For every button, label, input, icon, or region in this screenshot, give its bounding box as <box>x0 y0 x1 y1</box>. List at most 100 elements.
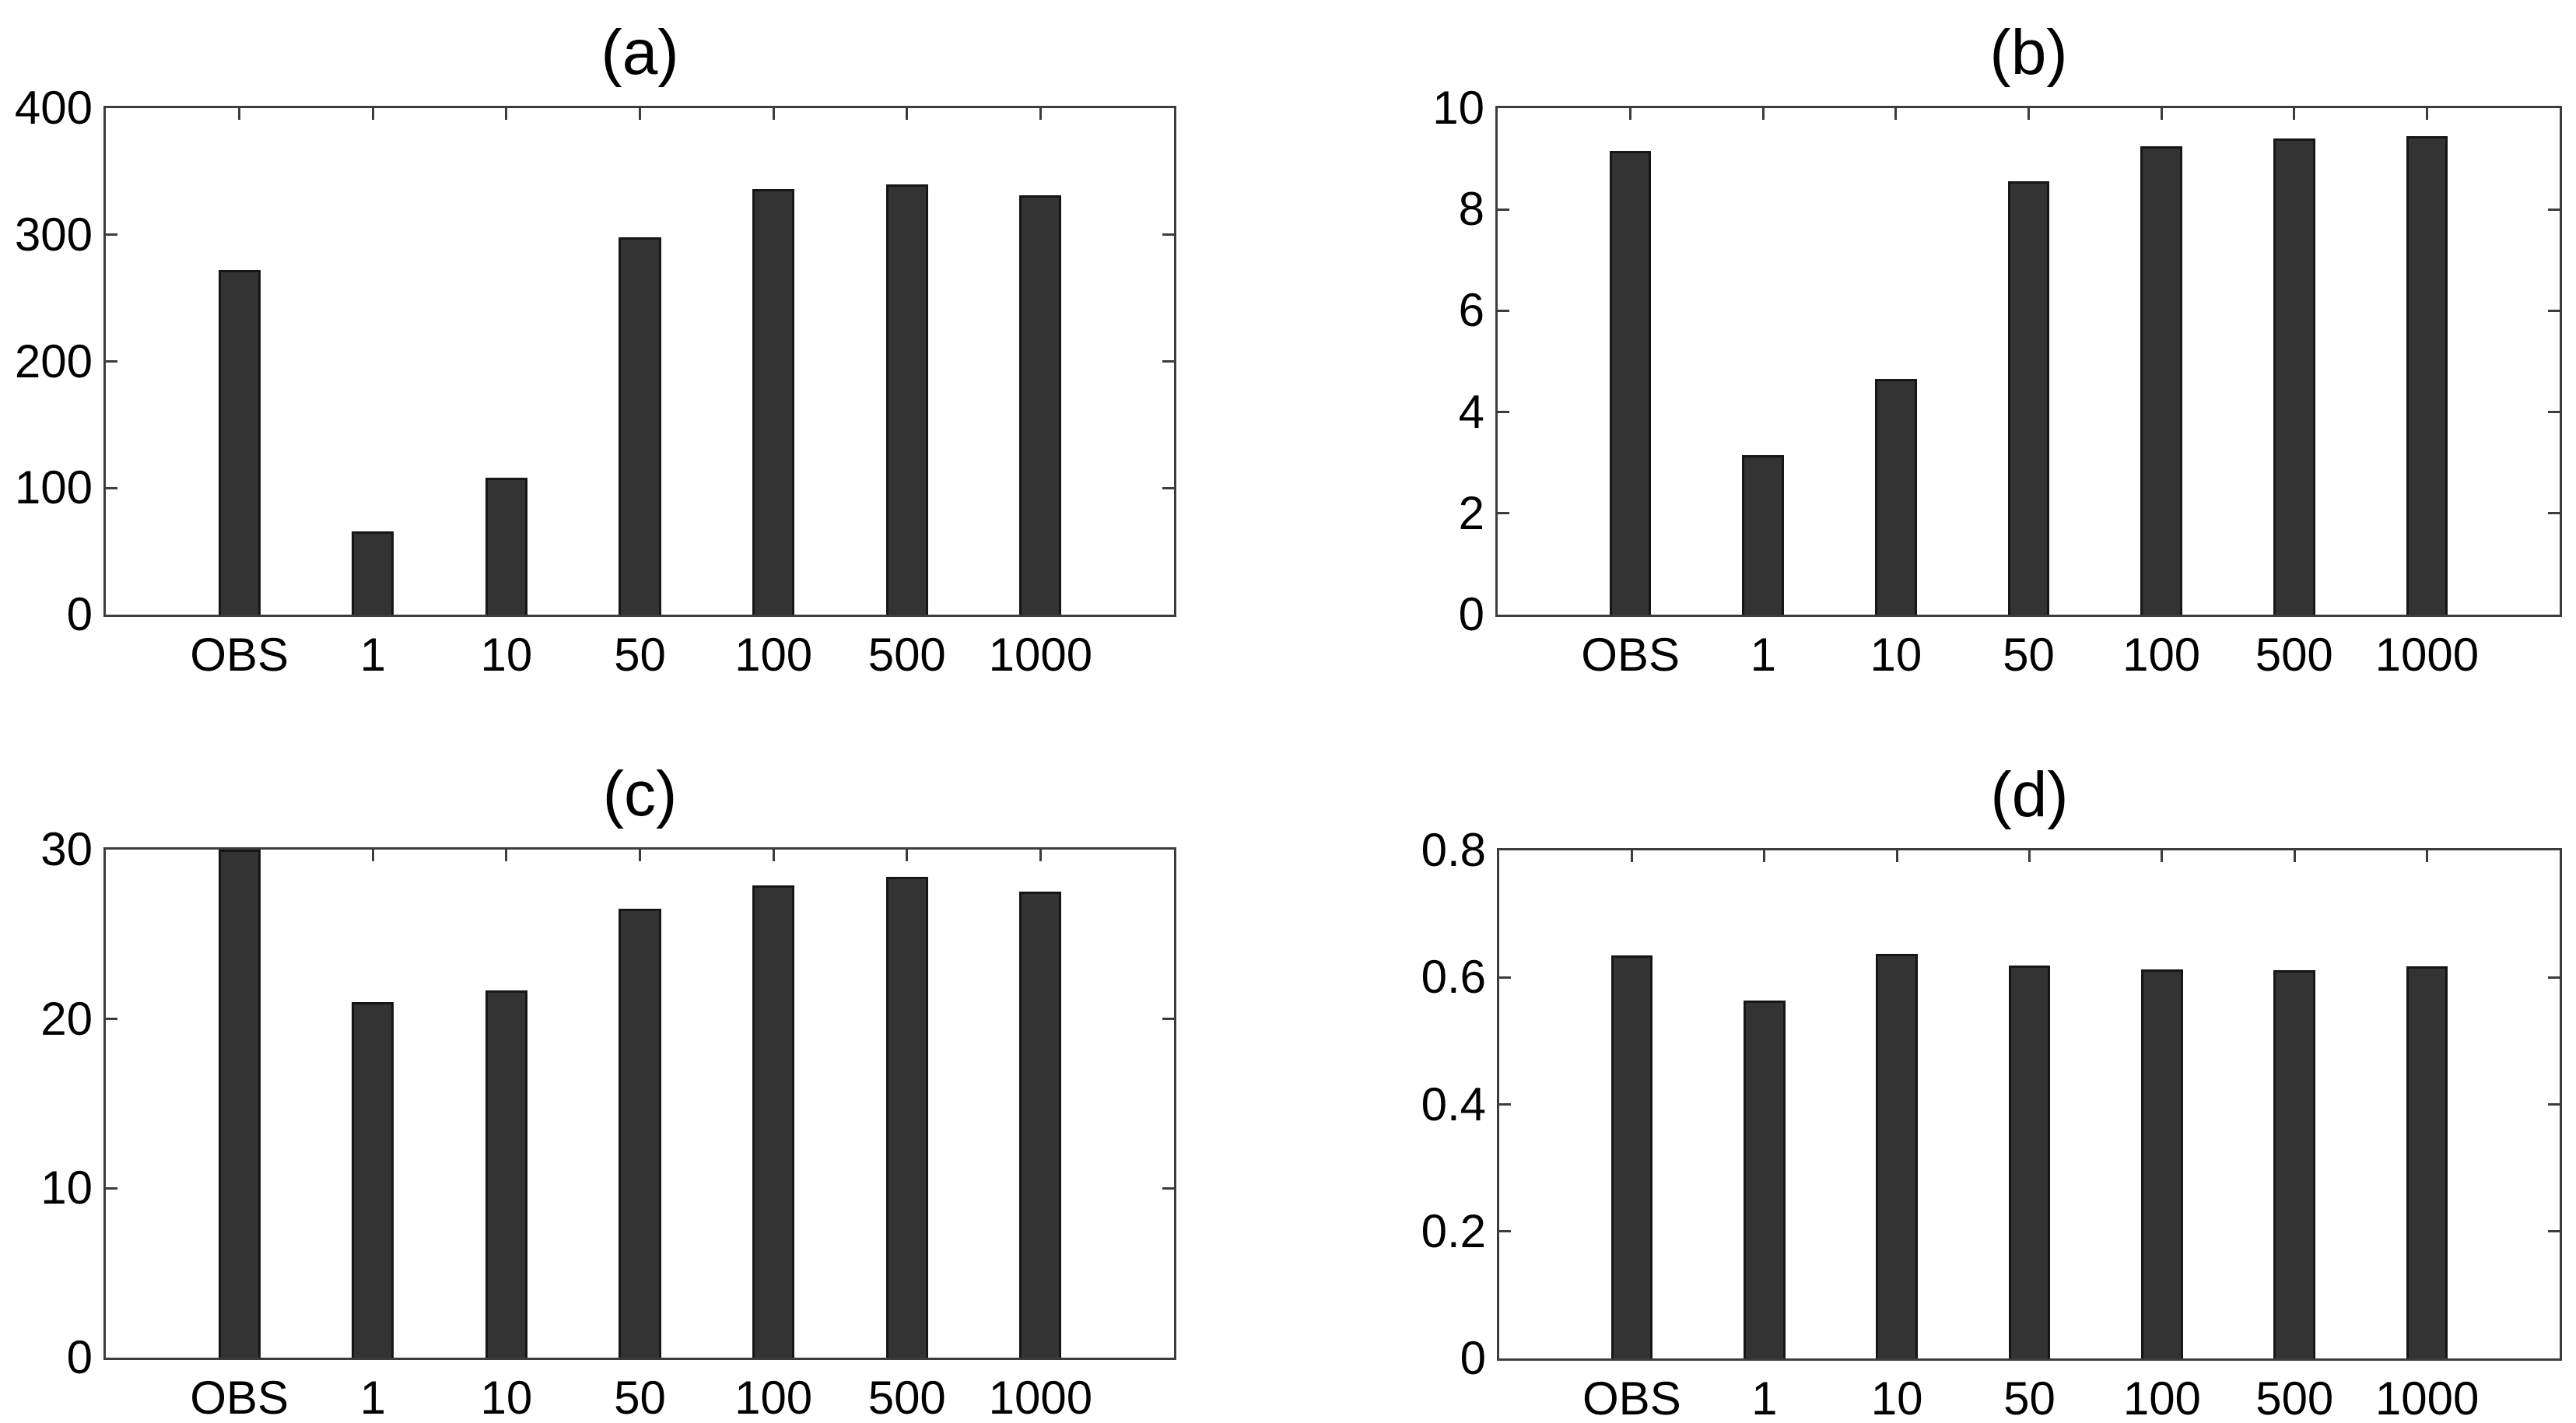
x-tick-label: 100 <box>2122 1372 2201 1423</box>
bar-1000 <box>1019 195 1062 615</box>
x-tick-label: 500 <box>867 1372 946 1423</box>
x-tick-mark <box>1763 850 1766 862</box>
y-tick-mark <box>1499 976 1511 979</box>
bar-100 <box>2140 145 2182 615</box>
x-tick-mark <box>2293 108 2296 120</box>
bar-10 <box>1876 954 1918 1358</box>
y-tick-mark <box>106 233 117 237</box>
bar-500 <box>2273 138 2315 615</box>
x-tick-mark <box>371 850 374 861</box>
bar-OBS <box>218 850 261 1358</box>
x-tick-label: 50 <box>2003 629 2055 681</box>
x-tick-label: 500 <box>867 629 946 681</box>
y-tick-label: 400 <box>14 82 93 134</box>
y-tick-mark <box>1498 309 1509 312</box>
x-tick-mark <box>906 108 909 120</box>
x-tick-mark <box>2161 850 2164 862</box>
x-tick-label: OBS <box>190 629 289 681</box>
y-tick-mark <box>2548 1230 2560 1233</box>
y-tick-mark <box>1498 512 1509 515</box>
x-tick-mark <box>772 850 775 861</box>
x-tick-label: 1 <box>359 1372 386 1423</box>
x-tick-label: 500 <box>2255 1372 2334 1423</box>
y-tick-mark <box>1162 486 1174 489</box>
y-tick-label: 10 <box>1432 82 1484 134</box>
x-tick-mark <box>2293 850 2296 862</box>
x-tick-label: 10 <box>1870 629 1922 681</box>
bar-50 <box>2007 181 2050 615</box>
x-tick-mark <box>2426 850 2429 862</box>
x-tick-mark <box>505 108 508 120</box>
x-tick-label: 10 <box>480 1372 533 1423</box>
y-tick-mark <box>1162 1018 1174 1021</box>
x-tick-label: 1 <box>359 629 386 681</box>
x-tick-label: 100 <box>734 1372 813 1423</box>
y-tick-mark <box>106 1018 117 1021</box>
y-tick-mark <box>2548 309 2560 312</box>
bar-10 <box>485 478 527 615</box>
x-tick-mark <box>2028 850 2031 862</box>
x-tick-mark <box>1630 850 1633 862</box>
y-tick-label: 0.2 <box>1421 1204 1486 1257</box>
y-tick-label: 4 <box>1458 385 1484 438</box>
y-tick-mark <box>2548 411 2560 414</box>
panel-a-plot-area: (a) OBS 1 10 50 100 500 1000 0 100 200 300 400 <box>15 21 1176 678</box>
x-tick-label: OBS <box>1581 629 1680 681</box>
bar-100 <box>752 885 795 1358</box>
bar-10 <box>485 990 527 1358</box>
x-tick-mark <box>238 108 241 120</box>
x-tick-label: 1000 <box>988 629 1093 681</box>
y-tick-label: 8 <box>1458 183 1484 236</box>
x-tick-mark <box>1761 108 1765 120</box>
y-tick-label: 20 <box>40 992 93 1045</box>
y-tick-mark <box>2548 976 2560 979</box>
y-tick-mark <box>2548 208 2560 211</box>
x-tick-mark <box>505 850 508 861</box>
x-tick-label: 10 <box>480 629 533 681</box>
x-tick-mark <box>1894 108 1898 120</box>
y-tick-mark <box>1498 411 1509 414</box>
x-tick-mark <box>2425 108 2428 120</box>
y-tick-mark <box>1162 1186 1174 1190</box>
x-tick-label: 1000 <box>2374 629 2480 681</box>
y-tick-label: 0 <box>1458 588 1484 640</box>
bar-50 <box>2008 965 2051 1358</box>
x-tick-label: OBS <box>1582 1372 1681 1423</box>
x-tick-label: 500 <box>2255 629 2333 681</box>
x-tick-label: OBS <box>190 1372 289 1423</box>
x-tick-mark <box>2160 108 2163 120</box>
y-tick-mark <box>106 486 117 489</box>
y-tick-mark <box>2548 1103 2560 1106</box>
panel-c-plot-area: (c) OBS 1 10 50 100 500 1000 0 10 20 30 <box>40 762 1176 1421</box>
x-tick-label: 1000 <box>988 1372 1093 1423</box>
bar-50 <box>619 909 661 1358</box>
bar-100 <box>752 189 795 615</box>
y-tick-label: 200 <box>14 335 93 387</box>
x-tick-mark <box>1039 108 1042 120</box>
y-tick-mark <box>1162 233 1174 237</box>
y-tick-label: 2 <box>1458 486 1484 539</box>
panel-d-title: (d) <box>1990 759 2069 830</box>
bar-OBS <box>1610 955 1653 1358</box>
bar-500 <box>885 184 928 615</box>
y-tick-label: 30 <box>40 823 93 875</box>
y-tick-label: 6 <box>1458 284 1484 337</box>
x-tick-label: 100 <box>734 629 813 681</box>
y-tick-label: 10 <box>40 1162 93 1214</box>
bar-1 <box>352 1001 394 1358</box>
bar-500 <box>2273 970 2316 1358</box>
bar-50 <box>619 237 661 615</box>
x-tick-mark <box>639 108 641 120</box>
bar-OBS <box>1609 151 1652 615</box>
panel-a-title: (a) <box>601 17 679 88</box>
y-tick-label: 0 <box>66 588 93 640</box>
y-tick-mark <box>106 360 117 363</box>
y-tick-label: 0.8 <box>1421 824 1486 876</box>
bar-1000 <box>1019 892 1062 1358</box>
x-tick-label: 50 <box>614 1372 666 1423</box>
bar-1000 <box>2406 966 2448 1358</box>
bar-1 <box>1742 454 1785 615</box>
x-tick-mark <box>639 850 641 861</box>
panel-d-plot-area: (d) OBS 1 10 50 100 500 1000 0 0.2 0.4 0.6 0.8 <box>1421 763 2562 1422</box>
